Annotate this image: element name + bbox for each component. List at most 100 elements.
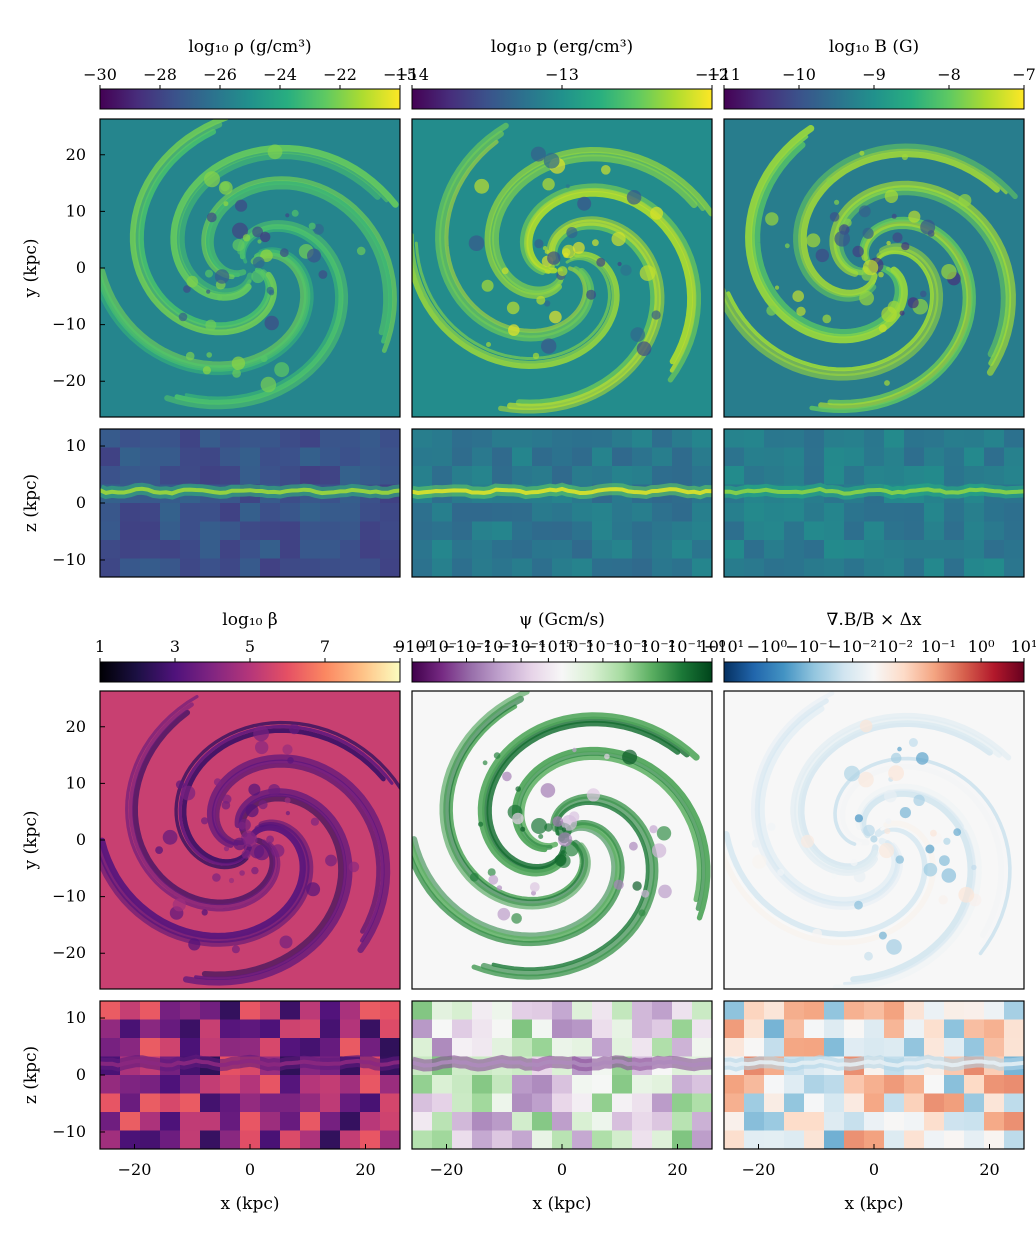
row1-col3-edge-cell bbox=[784, 558, 805, 577]
row1-col2-edge-cell bbox=[512, 447, 533, 467]
row2-col1-edge-cell bbox=[100, 1075, 121, 1094]
row1-col1-edge-cell bbox=[120, 503, 141, 522]
row1-col2-edge-cell bbox=[612, 447, 633, 467]
row2-col3-clump bbox=[886, 939, 902, 955]
row2-col1-clump bbox=[306, 882, 321, 897]
row1-col1-edge-cell bbox=[120, 540, 141, 559]
row1-col2-edge-cell bbox=[652, 447, 673, 467]
row2-col1-clump bbox=[285, 811, 290, 816]
row1-col2-edge-cell bbox=[572, 466, 593, 485]
row2-col3-edge-cell bbox=[984, 1112, 1005, 1131]
row2-col2-edge-cell bbox=[492, 1001, 513, 1020]
row1-col3-edge-cell bbox=[1004, 540, 1024, 559]
row2-col3-edge-cell bbox=[724, 1019, 745, 1039]
row2-col1-edge-on-map bbox=[100, 1001, 400, 1149]
row1-col1-edge-cell bbox=[220, 558, 241, 577]
row2-col1-edge-cell bbox=[240, 1075, 261, 1094]
row1-col2-spiral-filament bbox=[412, 251, 620, 369]
row1-col2-spiral-filament bbox=[523, 187, 697, 373]
row2-col3-clump bbox=[971, 864, 977, 871]
row1-col1-spiral-filament bbox=[204, 180, 393, 344]
row1-col3-disk-midplane bbox=[724, 486, 1024, 496]
row2-col1-colorbar-tick-label: 1 bbox=[95, 637, 105, 656]
row1-col2-edge-cell bbox=[632, 466, 653, 485]
row1-col3-clump bbox=[878, 271, 884, 278]
row2-col2-edge-cell bbox=[432, 1038, 453, 1057]
row2-col1-edge-cell bbox=[140, 1038, 161, 1057]
row2-col3-edge-cell bbox=[784, 1019, 805, 1039]
row1-col3-edge-cell bbox=[764, 447, 785, 467]
row1-col3-clump bbox=[886, 240, 891, 246]
row1-col3-edge-cell bbox=[864, 466, 885, 485]
xtick-label: 0 bbox=[245, 1160, 255, 1179]
row1-col1-edge-cell bbox=[320, 540, 341, 559]
row1-col3-edge-cell bbox=[1004, 558, 1024, 577]
row2-col1-clump bbox=[212, 873, 221, 882]
row2-col3-edge-cell bbox=[944, 1093, 965, 1113]
row1-col1-spiral-filament bbox=[129, 119, 278, 336]
row2-col2-edge-cell bbox=[472, 1001, 493, 1020]
row2-col2-clump bbox=[651, 843, 667, 858]
row1-col2-edge-cell bbox=[412, 447, 433, 467]
row2-col3-edge-cell bbox=[1004, 1130, 1024, 1149]
row1-col3-edge-cell bbox=[724, 429, 745, 448]
row2-col3-edge-cell bbox=[804, 1075, 825, 1094]
row2-col1-edge-cell bbox=[180, 1019, 201, 1039]
row2-col1-edge-cell bbox=[200, 1093, 221, 1113]
row1-col2-edge-cell bbox=[512, 521, 533, 541]
row1-col2-edge-cell bbox=[472, 521, 493, 541]
row2-col1-edge-cell bbox=[100, 1038, 121, 1057]
row2-col3-edge-cell bbox=[864, 1093, 885, 1113]
row1-col2-edge-cell bbox=[412, 540, 433, 559]
row1-col3-edge-cell bbox=[744, 429, 765, 448]
row1-col3-edge-cell bbox=[904, 503, 925, 522]
row1-col3-spiral-filament bbox=[829, 180, 1016, 376]
row1-col3-edge-cell bbox=[944, 429, 965, 448]
row1-col3-clump bbox=[941, 264, 957, 280]
row2-col3-edge-cell bbox=[924, 1112, 945, 1131]
row1-col2-colorbar-tick-label: −13 bbox=[545, 65, 579, 84]
row1-col1-edge-cell bbox=[100, 540, 121, 559]
row1-col3-edge-cell bbox=[884, 429, 905, 448]
edge-ylabel: z (kpc) bbox=[21, 1046, 41, 1104]
row1-col3-clump bbox=[862, 227, 874, 239]
row1-col3-clump bbox=[852, 245, 864, 258]
row1-col1-edge-cell bbox=[280, 521, 301, 541]
row1-col3-spiral-filament bbox=[726, 250, 934, 372]
row2-col2-edge-cell bbox=[672, 1130, 693, 1149]
row2-col3-edge-cell bbox=[964, 1075, 985, 1094]
face-ytick-label: 10 bbox=[66, 773, 86, 792]
row2-col1-spiral-filament bbox=[206, 754, 391, 954]
row2-col1-edge-cell bbox=[200, 1075, 221, 1094]
row1-col2-edge-cell bbox=[572, 447, 593, 467]
row2-col3-edge-cell bbox=[844, 1038, 865, 1057]
row1-col2-edge-cell bbox=[652, 466, 673, 485]
row2-col3-edge-cell bbox=[804, 1093, 825, 1113]
row2-col1-edge-cell bbox=[160, 1093, 181, 1113]
row1-col1-clump bbox=[186, 275, 199, 288]
row1-col1-edge-cell bbox=[220, 521, 241, 541]
row2-col1-clump bbox=[175, 780, 185, 789]
row1-col1-edge-cell bbox=[140, 558, 161, 577]
row2-col2-edge-cell bbox=[552, 1093, 573, 1113]
row1-col3-edge-cell bbox=[884, 466, 905, 485]
row2-col2-edge-cell bbox=[652, 1130, 673, 1149]
row1-col1-clump bbox=[242, 234, 251, 242]
row2-col3-edge-cell bbox=[884, 1112, 905, 1131]
row2-col2-edge-cell bbox=[432, 1075, 453, 1094]
row2-col3-colorbar-tick-label: −10⁻¹ bbox=[785, 637, 834, 656]
row2-col3-spiral-filament bbox=[850, 790, 974, 983]
row2-col1-colorbar-tick-label: 3 bbox=[170, 637, 180, 656]
row1-col1-edge-cell bbox=[180, 540, 201, 559]
row1-col1-edge-cell bbox=[300, 540, 321, 559]
row2-col1-edge-cell bbox=[340, 1130, 361, 1149]
row2-col1-edge-cell bbox=[180, 1038, 201, 1057]
row2-col3-spiral-filament bbox=[832, 783, 982, 989]
row2-col1-edge-cell bbox=[300, 1001, 321, 1020]
row2-col3-clump bbox=[864, 951, 873, 961]
row1-col3-edge-cell bbox=[784, 429, 805, 448]
row2-col3-spiral-filament bbox=[724, 824, 932, 941]
row2-col1-edge-cell bbox=[220, 1019, 241, 1039]
row2-col2-edge-cell bbox=[492, 1019, 513, 1039]
